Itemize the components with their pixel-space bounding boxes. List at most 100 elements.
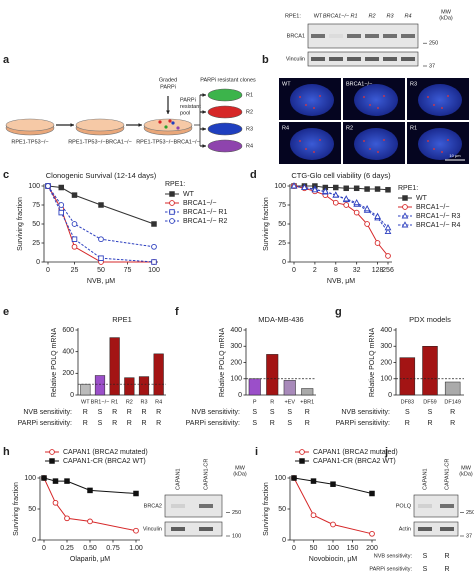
marker	[374, 212, 381, 219]
cell-label: RPE1-TP53−/−BRCA1−/−	[136, 139, 200, 145]
marker	[169, 218, 175, 224]
x-tick-label: 0	[292, 545, 296, 552]
marker	[49, 449, 55, 455]
x-tick-label: R	[270, 399, 274, 405]
marker	[333, 184, 339, 191]
lane-label: CAPAN1-CR	[444, 459, 450, 490]
marker	[330, 521, 336, 528]
blot-box	[164, 521, 223, 537]
series-line	[293, 185, 389, 257]
x-tick-label: 8	[334, 267, 338, 274]
y-tick-label: 0	[238, 392, 242, 399]
tile-label: BRCA1−/−	[346, 81, 372, 87]
arrow-head	[202, 144, 206, 148]
x-tick-label: R1	[111, 399, 118, 405]
marker	[151, 259, 157, 265]
marker	[402, 204, 408, 210]
marker	[169, 209, 175, 215]
pool-label: resistant	[180, 104, 201, 110]
y-tick-label: 400	[230, 327, 242, 334]
foci	[313, 151, 315, 153]
bar	[94, 375, 106, 396]
lane-label: WT	[314, 13, 323, 19]
legend-label: BRCA1−/− R2	[183, 218, 227, 225]
foci	[441, 151, 443, 153]
row-label: RPE1:	[285, 13, 301, 19]
bracket	[194, 95, 201, 146]
lane-label: CAPAN1	[422, 468, 428, 490]
panel-letter: g	[335, 306, 342, 318]
x-tick-label: 0.75	[106, 545, 120, 552]
row-value: S	[423, 566, 428, 573]
arrow-head	[202, 127, 206, 131]
blot-band	[418, 504, 432, 508]
series-line	[47, 185, 155, 263]
marker	[71, 236, 78, 242]
blot-band	[401, 57, 415, 61]
clone-dish	[207, 122, 243, 136]
row-value: R	[156, 420, 161, 427]
band-label: Actin	[399, 526, 411, 532]
foci	[299, 140, 301, 142]
marker	[384, 227, 392, 235]
foci	[447, 95, 449, 97]
cell-label: RPE1-TP53−/−BRCA1−/−	[68, 139, 132, 145]
row-label: NVB sensitivity:	[23, 409, 72, 416]
row-value: R	[305, 409, 310, 416]
blot-band	[311, 57, 325, 61]
y-tick-label: 0	[282, 537, 286, 544]
x-tick-label: R4	[155, 399, 162, 405]
row-value: R	[112, 409, 117, 416]
bar	[248, 378, 261, 396]
marker	[384, 224, 392, 231]
panel-letter: a	[3, 54, 10, 66]
foci	[369, 148, 371, 150]
blot-box	[307, 23, 419, 49]
foci	[319, 95, 321, 97]
x-tick-label: +EV	[284, 399, 295, 405]
foci	[427, 96, 429, 98]
x-tick-label: 0	[46, 267, 50, 274]
row-value: S	[98, 420, 103, 427]
panel-letter: f	[175, 306, 179, 318]
row-value: R	[141, 420, 146, 427]
blot-band	[199, 504, 213, 508]
mw-label: (kDa)	[459, 471, 473, 477]
marker	[353, 185, 360, 192]
foci	[319, 139, 321, 141]
row-value: S	[252, 420, 257, 427]
row-label: PARPi sensitivity:	[336, 420, 390, 427]
x-axis-label: Olaparib, μM	[70, 556, 110, 563]
bar	[301, 388, 314, 396]
row-value: R	[127, 409, 132, 416]
pool-label: PARPi	[180, 97, 196, 103]
marker	[321, 187, 329, 194]
marker	[52, 478, 59, 484]
panel-letter: e	[3, 306, 9, 318]
clone-dish	[207, 88, 243, 102]
x-axis-label: NVB, μM	[327, 278, 355, 285]
panel-letter: h	[3, 446, 10, 458]
x-tick-label: 256	[382, 267, 394, 274]
marker	[299, 458, 305, 464]
marker	[369, 530, 375, 537]
series-line	[294, 185, 389, 191]
blot-band	[365, 34, 379, 38]
x-tick-label: R2	[126, 399, 133, 405]
marker	[330, 481, 336, 487]
marker	[52, 499, 59, 506]
dish-top	[75, 118, 125, 132]
clone-label: R3	[246, 126, 253, 132]
marker	[291, 475, 297, 481]
marker	[98, 236, 104, 243]
dish-top	[5, 118, 55, 132]
x-tick-label: 128	[372, 267, 384, 274]
lane-label: CAPAN1-CR	[203, 459, 209, 490]
marker	[71, 243, 78, 250]
marker	[374, 186, 381, 192]
legend-label: WT	[183, 191, 195, 198]
tile-label: R1	[410, 125, 417, 131]
row-label: NVB sensitivity:	[341, 409, 390, 416]
series-line	[293, 477, 373, 535]
